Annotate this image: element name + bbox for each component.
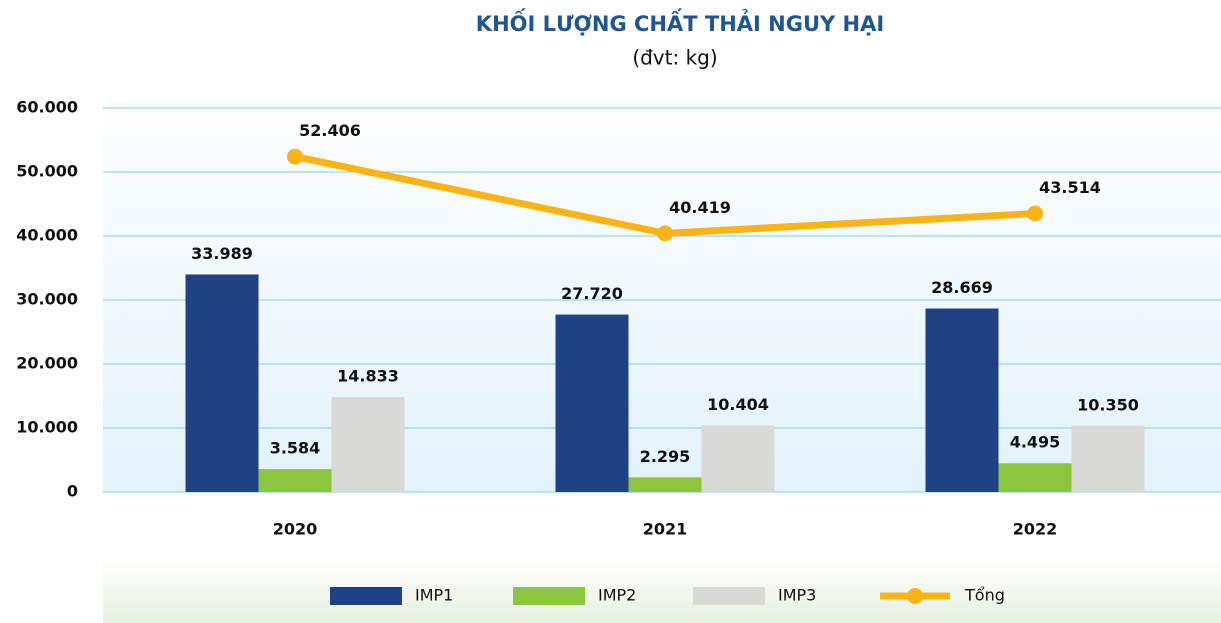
legend-swatch (693, 587, 765, 605)
bar (258, 469, 332, 492)
line-marker (287, 148, 303, 165)
legend-background (103, 555, 1221, 623)
legend-label: IMP1 (415, 586, 453, 605)
data-label: 28.669 (931, 278, 993, 297)
bar (628, 477, 702, 492)
data-label: 33.989 (191, 244, 253, 263)
legend-swatch (907, 588, 923, 604)
data-label: 40.419 (669, 198, 731, 217)
legend-swatch (330, 587, 402, 605)
data-label: 43.514 (1039, 178, 1101, 197)
y-tick-label: 40.000 (16, 226, 78, 245)
y-tick-label: 0 (67, 482, 78, 501)
bar (925, 308, 999, 492)
y-tick-label: 20.000 (16, 354, 78, 373)
line-marker (1027, 205, 1043, 222)
data-label: 10.404 (707, 395, 769, 414)
y-tick-label: 50.000 (16, 162, 78, 181)
bar (185, 274, 259, 492)
legend-label: IMP2 (598, 586, 636, 605)
line-marker (657, 225, 673, 242)
x-tick-label: 2022 (1013, 520, 1058, 539)
data-label: 4.495 (1010, 433, 1061, 452)
x-tick-label: 2021 (643, 520, 688, 539)
data-label: 10.350 (1077, 395, 1139, 414)
plot-background (103, 72, 1221, 492)
data-label: 2.295 (640, 447, 691, 466)
data-label: 14.833 (337, 367, 399, 386)
bar (701, 425, 775, 492)
bar (331, 397, 405, 492)
legend-swatch (513, 587, 585, 605)
bar (998, 463, 1072, 492)
y-tick-label: 60.000 (16, 98, 78, 117)
data-label: 27.720 (561, 284, 623, 303)
data-label: 3.584 (270, 439, 321, 458)
x-tick-label: 2020 (273, 520, 318, 539)
chart-subtitle: (đvt: kg) (632, 46, 717, 70)
y-tick-label: 10.000 (16, 418, 78, 437)
y-tick-label: 30.000 (16, 290, 78, 309)
bar (1071, 425, 1145, 492)
legend-label: IMP3 (778, 586, 816, 605)
bar (555, 314, 629, 492)
data-label: 52.406 (299, 121, 361, 140)
legend-label: Tổng (964, 586, 1005, 605)
chart-title: KHỐI LƯỢNG CHẤT THẢI NGUY HẠI (476, 8, 884, 36)
